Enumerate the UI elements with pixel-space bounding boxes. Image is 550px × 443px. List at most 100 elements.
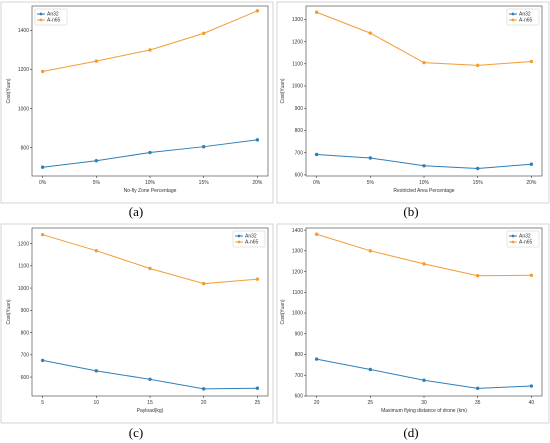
chart-a: 0% 5% 10% 15% 20% 800 1000 1200 1400 No-fly Zone … — [0, 1, 274, 219]
data-point-An32 — [422, 164, 426, 168]
y-tick-label: 1100 — [292, 61, 303, 67]
data-point-An32 — [368, 156, 373, 160]
data-point-A-n65 — [475, 274, 480, 278]
x-tick-label: 20 — [201, 400, 207, 406]
legend-label: An32 — [245, 234, 257, 240]
data-point-An32 — [314, 152, 319, 157]
data-point-An32 — [201, 387, 206, 391]
data-point-A-n65 — [148, 266, 152, 271]
data-point-A-n65 — [255, 277, 260, 281]
data-point-An32 — [314, 357, 319, 361]
data-point-A-n65 — [314, 10, 319, 14]
series-line-An32 — [316, 358, 532, 389]
data-point-An32 — [475, 166, 480, 171]
x-tick-label: 35 — [475, 400, 481, 406]
chart-frame — [0, 223, 274, 424]
legend-box — [232, 230, 266, 248]
x-tick-label: 20 — [314, 400, 320, 406]
data-point-A-n65 — [148, 48, 152, 52]
legend-marker — [511, 240, 515, 244]
y-tick-label: 1000 — [18, 106, 29, 112]
legend-marker — [511, 234, 515, 238]
legend-label: A-n65 — [245, 240, 259, 246]
y-tick-label: 1200 — [18, 241, 29, 247]
data-point-A-n65 — [201, 31, 206, 36]
chart-frame — [276, 223, 550, 424]
y-tick-label: 1000 — [292, 311, 303, 317]
legend-label: A-n65 — [519, 18, 533, 24]
y-tick-label: 900 — [21, 308, 30, 314]
x-tick-label: 40 — [529, 400, 535, 406]
series-line-A-n65 — [42, 10, 258, 72]
data-point-A-n65 — [529, 273, 534, 277]
y-tick-label: 1000 — [18, 286, 29, 292]
y-tick-label: 1400 — [18, 28, 29, 34]
x-tick-label: 0% — [39, 180, 47, 186]
legend-box — [506, 230, 540, 248]
y-tick-label: 600 — [21, 375, 30, 381]
y-tick-label: 700 — [295, 373, 304, 379]
legend-marker — [39, 12, 43, 16]
data-point-A-n65 — [422, 262, 426, 266]
series-line-A-n65 — [316, 11, 532, 66]
series-line-A-n65 — [316, 233, 532, 277]
data-point-A-n65 — [94, 59, 99, 63]
x-axis-label: Maximum flying distance of drone (km) — [381, 408, 467, 414]
series-line-An32 — [42, 359, 258, 390]
legend-marker — [511, 12, 515, 16]
chart-frame — [276, 1, 550, 204]
x-tick-label: 5% — [93, 180, 101, 186]
y-tick-label: 800 — [295, 128, 304, 134]
y-tick-label: 600 — [295, 173, 304, 179]
x-tick-label: 20% — [526, 180, 537, 186]
y-tick-label: 900 — [295, 331, 304, 337]
data-point-A-n65 — [255, 9, 260, 13]
y-tick-label: 600 — [295, 394, 304, 400]
plot-area — [31, 5, 269, 177]
x-tick-label: 5% — [367, 180, 375, 186]
series-line-A-n65 — [42, 234, 258, 285]
y-tick-label: 800 — [21, 145, 30, 151]
legend-label: An32 — [519, 12, 531, 18]
x-tick-label: 30 — [421, 400, 427, 406]
data-point-A-n65 — [40, 232, 45, 237]
data-point-An32 — [422, 378, 426, 382]
chart-caption: (b) — [403, 204, 418, 219]
x-axis-label: Payload(kg) — [137, 408, 164, 414]
chart-c: 5 10 15 20 25 600 700 800 900 1000 1100 1200 Payload… — [0, 223, 274, 440]
y-axis-label: Cost(Yuan) — [6, 299, 12, 324]
data-point-A-n65 — [94, 248, 99, 253]
y-tick-label: 800 — [21, 330, 30, 336]
data-point-An32 — [40, 165, 45, 169]
data-point-An32 — [94, 369, 99, 373]
data-point-An32 — [94, 159, 99, 163]
plot-area — [305, 5, 543, 177]
x-tick-label: 10% — [419, 180, 430, 186]
chart-d: 20 25 30 35 40 600 700 800 900 1000 1100 1200 1300 14… — [276, 223, 550, 440]
data-point-An32 — [529, 384, 534, 388]
data-point-An32 — [529, 162, 534, 166]
y-tick-label: 1200 — [292, 269, 303, 275]
y-axis-label: Cost(Yuan) — [280, 78, 286, 103]
y-tick-label: 800 — [295, 352, 304, 358]
y-tick-label: 900 — [295, 106, 304, 112]
y-axis-label: Cost(Yuan) — [6, 78, 12, 103]
y-tick-label: 1200 — [292, 39, 303, 45]
legend-box — [506, 8, 540, 26]
chart-frame — [0, 1, 274, 204]
x-tick-label: 0% — [313, 180, 321, 186]
x-axis-label: No-fly Zone Percentage — [124, 188, 177, 194]
y-tick-label: 1100 — [18, 264, 29, 270]
plot-area — [305, 227, 543, 397]
y-tick-label: 700 — [295, 150, 304, 156]
x-tick-label: 15% — [473, 180, 484, 186]
data-point-A-n65 — [368, 31, 373, 35]
plot-area — [31, 227, 269, 397]
data-point-A-n65 — [368, 249, 373, 253]
x-tick-label: 25 — [368, 400, 374, 406]
data-point-A-n65 — [314, 232, 319, 236]
chart-b: 0% 5% 10% 15% 20% 600 700 800 900 1000 1100 1200 130… — [276, 1, 550, 219]
legend-label: An32 — [47, 12, 59, 18]
legend-label: A-n65 — [47, 18, 61, 24]
